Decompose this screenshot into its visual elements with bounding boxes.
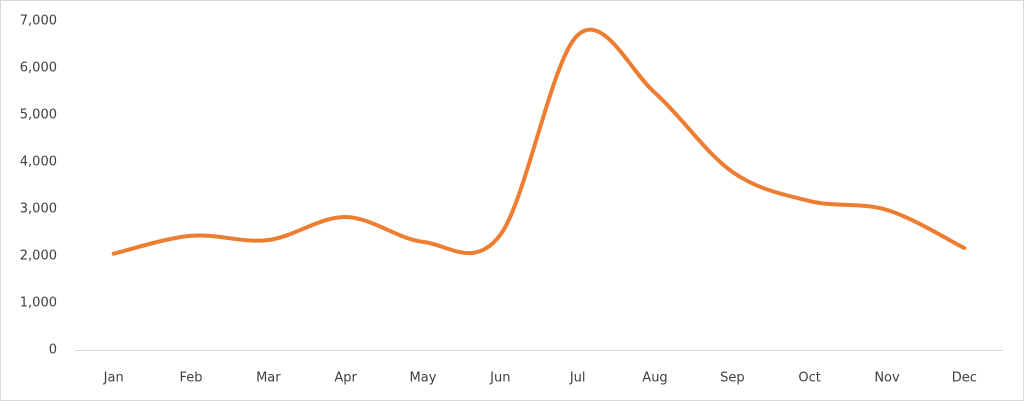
x-tick-label: Nov xyxy=(874,371,900,386)
x-tick-label: Apr xyxy=(334,371,357,386)
line-series xyxy=(111,27,967,256)
x-tick-label: Jun xyxy=(489,371,510,386)
x-tick-label: Dec xyxy=(952,371,977,386)
x-tick-label: Feb xyxy=(179,371,202,386)
x-tick-label: Mar xyxy=(256,371,281,386)
x-tick-label: May xyxy=(410,371,437,386)
y-tick-label: 2,000 xyxy=(20,249,57,264)
x-tick-label: Sep xyxy=(720,371,745,386)
x-tick-label: Oct xyxy=(798,371,820,386)
y-tick-label: 1,000 xyxy=(20,296,57,311)
y-tick-label: 3,000 xyxy=(20,202,57,217)
y-tick-label: 4,000 xyxy=(20,155,57,170)
x-tick-label: Aug xyxy=(642,371,667,386)
y-tick-label: 6,000 xyxy=(20,61,57,76)
y-tick-label: 5,000 xyxy=(20,108,57,123)
x-tick-label: Jul xyxy=(569,371,586,386)
y-tick-label: 7,000 xyxy=(20,14,57,29)
x-tick-label: Jan xyxy=(103,371,124,386)
y-tick-label: 0 xyxy=(49,343,57,358)
